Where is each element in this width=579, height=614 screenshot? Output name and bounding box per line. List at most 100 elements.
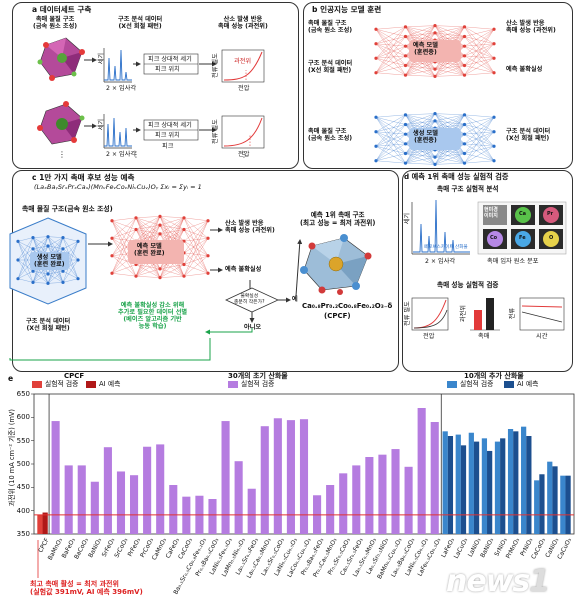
- network-edge: [111, 229, 137, 274]
- network-edge: [32, 236, 49, 249]
- network-edge: [405, 114, 436, 129]
- network-edge: [464, 131, 495, 164]
- network-edge: [464, 29, 495, 56]
- bar-SrNiO₃: [500, 438, 506, 534]
- bar-LaNiO₃: [468, 432, 474, 534]
- network-edge: [375, 26, 406, 73]
- network-edge: [434, 153, 465, 165]
- network-edge: [17, 237, 34, 279]
- network-node: [433, 24, 437, 28]
- decision-no: 아니오: [244, 324, 262, 331]
- legend-swatch-red-exp: [32, 381, 42, 388]
- network-edge: [375, 36, 406, 44]
- network-edge: [464, 58, 495, 76]
- network-edge: [183, 220, 209, 230]
- network-node: [403, 73, 408, 77]
- legend-swatch-red-ai: [86, 381, 96, 388]
- d-p2-x: 촉매: [478, 333, 490, 340]
- network-edge: [159, 224, 185, 230]
- network-edge: [434, 65, 465, 70]
- c-prediction-model-label: 예측 모델 (훈련 완료): [134, 243, 165, 258]
- legend-blue-exp: 실험적 검증: [460, 380, 494, 388]
- network-edge: [375, 65, 406, 73]
- network-edge: [17, 259, 34, 283]
- network-edge: [135, 224, 161, 242]
- network-edge: [183, 220, 209, 242]
- network-node: [46, 272, 50, 276]
- best-catalyst-note: 최고 촉매 활성 = 최저 과전위 (실험값 391mV, AI 예측 396m…: [30, 580, 143, 597]
- network-node: [158, 276, 162, 280]
- network-node: [403, 34, 408, 39]
- group-additional: 10개의 추가 산화물: [464, 372, 524, 380]
- network-edge: [375, 58, 406, 66]
- network-edge: [62, 278, 79, 283]
- network-node: [462, 122, 467, 127]
- network-edge: [375, 153, 406, 161]
- network-edge: [464, 160, 495, 164]
- y-tick-label: 400: [16, 506, 30, 515]
- network-edge: [17, 237, 34, 242]
- network-edge: [159, 229, 185, 235]
- network-edge: [464, 43, 495, 47]
- bar-La₀.₅Sr₀.₅CoO₃: [273, 418, 282, 534]
- network-node: [61, 280, 65, 284]
- ellipsis: ⋮: [132, 150, 140, 159]
- network-edge: [17, 237, 34, 261]
- network-edge: [32, 282, 49, 284]
- network-edge: [62, 248, 79, 261]
- network-edge: [183, 273, 209, 277]
- network-edge: [111, 220, 137, 230]
- network-node: [374, 56, 378, 60]
- bar-BaNiO₃: [481, 438, 488, 534]
- decision-yes: 예: [292, 296, 298, 303]
- network-node: [110, 271, 114, 275]
- generative-model-box: [409, 128, 461, 150]
- panel-a-title: a 데이터세트 구축: [32, 5, 92, 14]
- network-edge: [375, 124, 406, 147]
- network-edge: [159, 217, 185, 226]
- network-edge: [434, 68, 465, 76]
- network-edge: [62, 237, 79, 279]
- bar-LaCuO₃: [460, 445, 467, 534]
- network-edge: [111, 217, 137, 239]
- network-edge: [47, 236, 64, 249]
- legend-purple-exp: 실험적 검증: [241, 380, 275, 388]
- network-edge: [375, 124, 406, 132]
- map-item-pr: Pr: [547, 211, 554, 217]
- bar-BaFeO₃: [64, 465, 73, 534]
- network-edge: [47, 245, 64, 249]
- network-node: [46, 281, 50, 285]
- network-edge: [32, 271, 49, 284]
- network-edge: [405, 156, 436, 164]
- legend-swatch-blue-ai: [504, 381, 514, 388]
- network-node: [403, 113, 408, 117]
- group-initial: 30개의 초기 산화물: [228, 372, 288, 380]
- network-node: [134, 216, 138, 220]
- network-edge: [32, 273, 49, 283]
- network-node: [206, 236, 210, 240]
- network-edge: [62, 237, 79, 261]
- panel-a-col3: 산소 발생 반응 촉매 성능 (과전위): [218, 16, 268, 31]
- voltage-axis: 전압: [238, 151, 250, 158]
- network-node: [182, 274, 186, 278]
- network-node: [76, 258, 80, 262]
- d-structure-analysis: 촉매 구조 실험적 분석: [437, 185, 499, 193]
- network-edge: [464, 146, 495, 164]
- panel-a-col1: 촉매 물질 구조 (금속 원소 조성): [33, 16, 78, 31]
- network-edge: [464, 58, 495, 66]
- bar-CaNiO₃: [552, 466, 558, 534]
- network-edge: [464, 153, 495, 161]
- c-prediction-model-box: [128, 240, 184, 264]
- legend-swatch-blue-exp: [447, 381, 457, 388]
- network-edge: [405, 26, 436, 34]
- network-edge: [464, 26, 495, 30]
- network-node: [76, 277, 80, 281]
- network-edge: [111, 229, 137, 256]
- network-node: [462, 25, 467, 29]
- network-edge: [17, 278, 34, 283]
- network-edge: [183, 252, 209, 274]
- network-edge: [135, 216, 161, 219]
- ellipsis: ⋮: [58, 150, 66, 159]
- network-edge: [434, 36, 465, 41]
